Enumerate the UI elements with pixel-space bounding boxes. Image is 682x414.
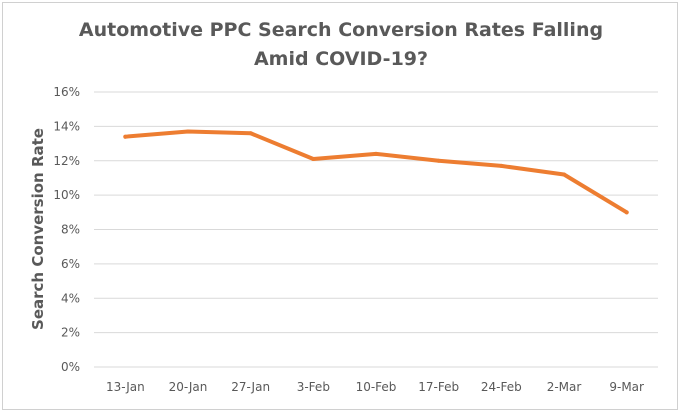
data-point (311, 157, 316, 162)
x-tick-label: 3-Feb (297, 380, 330, 394)
data-point (123, 134, 128, 139)
y-tick-label: 0% (61, 360, 80, 374)
x-axis-ticks: 13-Jan 20-Jan 27-Jan 3-Feb 10-Feb 17-Feb 24-Fe… (106, 380, 644, 394)
x-tick-label: 9-Mar (609, 380, 644, 394)
y-tick-label: 6% (61, 257, 80, 271)
x-tick-label: 17-Feb (418, 380, 459, 394)
data-point (186, 129, 190, 134)
series-layer (123, 129, 629, 215)
series-line (123, 129, 629, 215)
chart-title-line-1: Automotive PPC Search Conversion Rates F… (78, 19, 604, 41)
data-point (562, 172, 566, 177)
data-point (436, 158, 441, 163)
y-axis-ticks: 0% 2% 4% 6% 8% 10% 12% 14% 16% (53, 85, 80, 374)
data-point (499, 163, 504, 168)
data-point (624, 210, 629, 215)
chart-title-line-2: Amid COVID-19? (253, 48, 429, 70)
y-tick-label: 10% (53, 188, 80, 202)
y-tick-label: 4% (61, 291, 80, 305)
y-tick-label: 2% (61, 326, 80, 340)
data-point (374, 151, 378, 156)
x-tick-label: 20-Jan (169, 380, 208, 394)
y-tick-label: 12% (53, 154, 80, 168)
chart-title: Automotive PPC Search Conversion Rates F… (0, 16, 682, 74)
x-tick-label: 13-Jan (106, 380, 145, 394)
y-tick-label: 16% (53, 85, 80, 99)
x-tick-label: 24-Feb (481, 380, 522, 394)
gridlines (94, 91, 658, 368)
y-axis-title: Search Conversion Rate (29, 128, 47, 330)
data-point (248, 131, 253, 136)
y-tick-label: 14% (53, 119, 80, 133)
chart-frame (2, 2, 678, 410)
x-tick-label: 2-Mar (547, 380, 582, 394)
y-tick-label: 8% (61, 223, 80, 237)
x-tick-label: 27-Jan (231, 380, 270, 394)
x-tick-label: 10-Feb (356, 380, 397, 394)
